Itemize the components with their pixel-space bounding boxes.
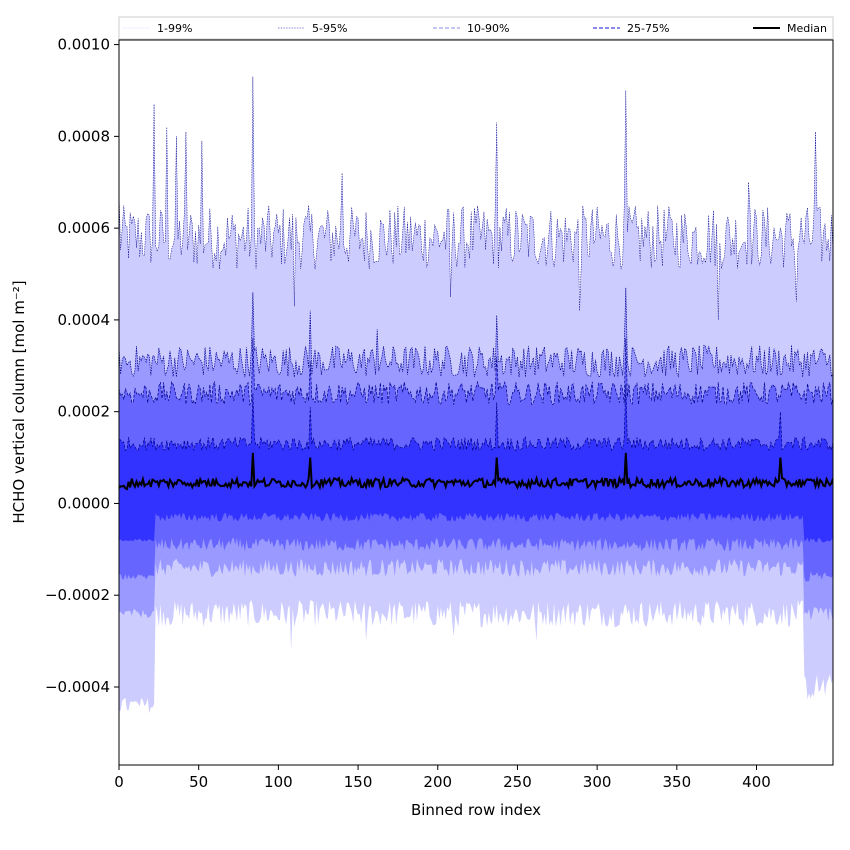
y-axis-title: HCHO vertical column [mol m⁻²] <box>10 280 28 523</box>
percentile-bands <box>119 76 833 714</box>
y-tick-label: −0.0002 <box>45 586 110 604</box>
median-layer <box>119 452 833 492</box>
y-tick-label: 0.0004 <box>58 311 111 329</box>
legend: 1-99% 5-95% 10-90% 25-75% Median <box>118 16 834 40</box>
y-tick-label: 0.0002 <box>58 403 111 421</box>
x-tick-label: 150 <box>344 773 373 791</box>
y-tick-label: −0.0004 <box>45 678 110 696</box>
x-axis-ticks: 0 50 100 150 200 250 300 350 400 <box>114 765 771 791</box>
band-25-75pct-area <box>119 384 833 543</box>
x-tick-label: 400 <box>742 773 771 791</box>
x-tick-label: 300 <box>583 773 612 791</box>
legend-label: 1-99% <box>157 22 192 35</box>
y-axis-ticks: −0.0004 −0.0002 0.0000 0.0002 0.0004 0.0006 0.… <box>45 36 119 696</box>
band-1-99pct-upper-line <box>119 76 833 320</box>
x-tick-label: 100 <box>264 773 293 791</box>
y-tick-label: 0.0006 <box>58 219 111 237</box>
x-tick-label: 250 <box>503 773 532 791</box>
plot-frame <box>118 39 834 766</box>
legend-label: Median <box>787 22 827 35</box>
y-tick-label: 0.0008 <box>58 127 111 145</box>
band-10-90pct-upper-line <box>119 338 833 406</box>
x-tick-label: 350 <box>662 773 691 791</box>
x-tick-label: 200 <box>423 773 452 791</box>
band-5-95pct-upper-line <box>119 287 833 378</box>
x-tick-label: 0 <box>114 773 124 791</box>
x-axis-title: Binned row index <box>411 801 541 819</box>
y-tick-label: 0.0000 <box>58 494 111 512</box>
x-tick-label: 50 <box>189 773 208 791</box>
legend-label: 10-90% <box>467 22 509 35</box>
median-line <box>119 452 833 492</box>
legend-label: 25-75% <box>627 22 669 35</box>
band-25-75pct-upper-line <box>119 384 833 452</box>
legend-label: 5-95% <box>312 22 347 35</box>
y-tick-label: 0.0010 <box>58 36 111 54</box>
legend-box <box>118 16 834 40</box>
